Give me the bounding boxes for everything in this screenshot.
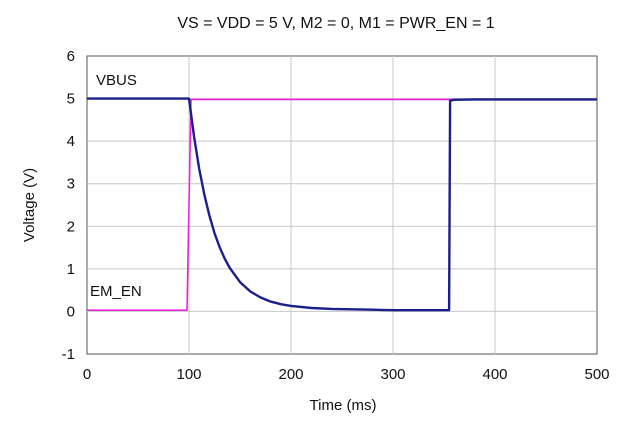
x-tick-label: 500: [584, 366, 609, 383]
annotation-vbus: VBUS: [96, 72, 137, 89]
y-axis-label: Voltage (V): [21, 168, 38, 242]
annotation-em-en: EM_EN: [90, 283, 142, 300]
y-tick-label: 0: [67, 303, 75, 320]
tick-labels: 0 100 200 300 400 500 -1 0 1 2 3 4 5 6: [62, 48, 610, 383]
series-line-vbus: [87, 97, 597, 312]
x-tick-label: 300: [380, 366, 405, 383]
x-tick-label: 0: [83, 366, 91, 383]
y-tick-label: -1: [62, 346, 75, 363]
x-tick-label: 200: [278, 366, 303, 383]
y-tick-label: 1: [67, 261, 75, 278]
y-tick-label: 3: [67, 176, 75, 193]
y-tick-label: 6: [67, 48, 75, 65]
x-tick-label: 400: [482, 366, 507, 383]
data-series: [87, 97, 597, 312]
y-tick-label: 4: [67, 133, 75, 150]
chart-title: VS = VDD = 5 V, M2 = 0, M1 = PWR_EN = 1: [177, 15, 494, 32]
series-line-em-en: [87, 98, 597, 312]
y-tick-label: 5: [67, 91, 75, 108]
plot-area-border: [86, 55, 598, 355]
y-tick-label: 2: [67, 218, 75, 235]
x-axis-label: Time (ms): [310, 397, 377, 414]
x-tick-label: 100: [176, 366, 201, 383]
